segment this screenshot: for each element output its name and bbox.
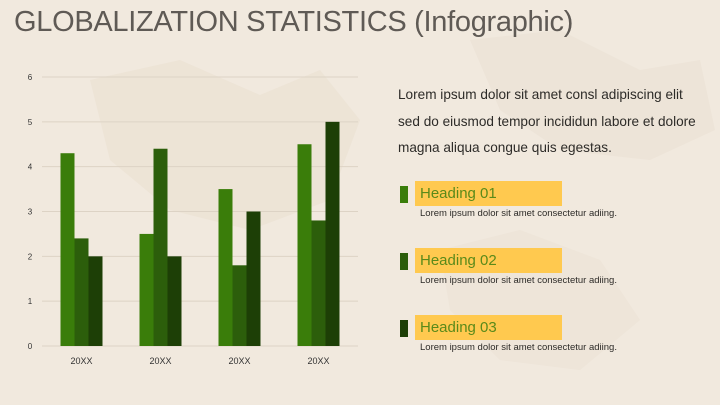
- y-axis-labels: 0 1 2 3 4 5 6: [28, 73, 33, 351]
- y-tick-label: 5: [28, 118, 33, 127]
- y-tick-label: 0: [28, 342, 33, 351]
- y-tick-label: 2: [28, 252, 33, 261]
- legend-marker: [400, 320, 408, 337]
- bar-series-2-cat-3: [232, 265, 247, 346]
- legend-description: Lorem ipsum dolor sit amet consectetur a…: [420, 342, 617, 353]
- legend-heading: Heading 01: [415, 181, 562, 206]
- bar-series-1-cat-4: [297, 144, 312, 346]
- bar-series-3-cat-3: [246, 211, 261, 346]
- legend-marker: [400, 186, 408, 203]
- bar-series-3-cat-2: [167, 256, 182, 346]
- bar-chart: 0 1 2 3 4 5 6 20XX 20XX 20XX 20XX: [28, 73, 358, 366]
- legend-description: Lorem ipsum dolor sit amet consectetur a…: [420, 208, 617, 219]
- bar-series-1-cat-2: [139, 233, 154, 346]
- bar-series-2-cat-1: [74, 238, 89, 346]
- y-tick-label: 4: [28, 163, 33, 172]
- y-tick-label: 1: [28, 297, 33, 306]
- x-tick-label: 20XX: [307, 356, 329, 366]
- legend-item-3: Heading 03 Lorem ipsum dolor sit amet co…: [400, 315, 700, 359]
- x-tick-label: 20XX: [228, 356, 250, 366]
- x-tick-label: 20XX: [70, 356, 92, 366]
- legend-heading: Heading 02: [415, 248, 562, 273]
- legend-item-1: Heading 01 Lorem ipsum dolor sit amet co…: [400, 181, 700, 225]
- x-axis-labels: 20XX 20XX 20XX 20XX: [70, 356, 329, 366]
- bar-series-2-cat-4: [311, 220, 326, 346]
- bar-series-2-cat-2: [153, 148, 168, 346]
- y-tick-label: 6: [28, 73, 33, 82]
- bar-series-3-cat-1: [88, 256, 103, 346]
- page-title: GLOBALIZATION STATISTICS (Infographic): [14, 6, 574, 38]
- intro-paragraph: Lorem ipsum dolor sit amet consl adipisc…: [398, 87, 696, 155]
- bar-series-1-cat-3: [218, 189, 233, 346]
- bar-series-3-cat-4: [325, 121, 340, 346]
- legend-marker: [400, 253, 408, 270]
- legend-description: Lorem ipsum dolor sit amet consectetur a…: [420, 275, 617, 286]
- legend-heading: Heading 03: [415, 315, 562, 340]
- x-tick-label: 20XX: [149, 356, 171, 366]
- y-tick-label: 3: [28, 208, 33, 217]
- legend-item-2: Heading 02 Lorem ipsum dolor sit amet co…: [400, 248, 700, 292]
- bar-series-1-cat-1: [60, 153, 75, 346]
- chart-bars: [60, 121, 340, 346]
